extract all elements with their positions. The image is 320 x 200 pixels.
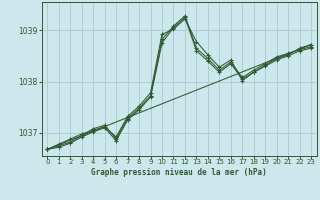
X-axis label: Graphe pression niveau de la mer (hPa): Graphe pression niveau de la mer (hPa)	[91, 168, 267, 177]
